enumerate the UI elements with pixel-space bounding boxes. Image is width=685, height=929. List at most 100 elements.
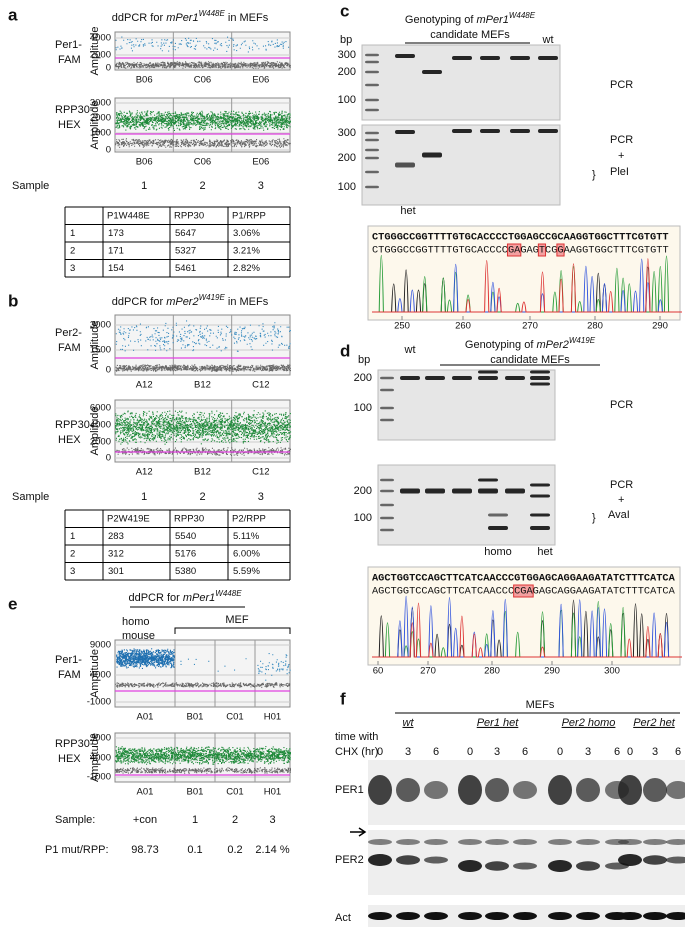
table-header: P1/RPP [232, 210, 266, 221]
assay-label: PCR [610, 479, 633, 491]
gel-band [538, 56, 558, 60]
blot-band [576, 778, 600, 802]
blot-band [618, 775, 642, 805]
sample-number: 1 [192, 814, 198, 826]
droplet-cluster [115, 36, 290, 53]
ratio-value: 2.14 % [255, 844, 289, 856]
group-label: mouse [122, 630, 155, 642]
assay-label: PCR [610, 134, 633, 146]
gel-band [380, 406, 394, 410]
table-cell: 1 [70, 531, 75, 542]
gel-band [365, 148, 379, 152]
lane-label: het [400, 205, 415, 217]
y-tick-label: 9000 [90, 640, 111, 651]
y-tick-label: 0 [106, 63, 111, 74]
well-label: A01 [137, 712, 154, 723]
gel [361, 124, 561, 206]
gel-band [478, 478, 498, 482]
table-cell: 171 [108, 245, 124, 256]
table-header: RPP30 [174, 513, 204, 524]
sample-number: 1 [141, 180, 147, 192]
gel-band [478, 376, 498, 380]
droplet-cluster [115, 410, 292, 445]
table-cell: 283 [108, 531, 124, 542]
well-label: B01 [187, 712, 204, 723]
table-cell: 3.06% [233, 228, 260, 239]
title-text: in MEFs [225, 12, 269, 24]
bracket [174, 627, 291, 634]
table-cell: 3 [70, 263, 75, 274]
blot-band [618, 839, 642, 845]
table-cell: 5.11% [233, 531, 260, 542]
position-label: 290 [652, 321, 668, 332]
axis-label: Amplitude [89, 27, 101, 76]
gene-name: mPer1 [183, 592, 215, 604]
y-tick-label: 0 [106, 453, 111, 464]
sample-number: +con [133, 814, 157, 826]
table-cell: 5647 [175, 228, 196, 239]
sample-sequence: CGA [514, 586, 533, 598]
gel-band [505, 488, 525, 494]
y-tick-label: -1000 [87, 697, 111, 708]
gel-band [530, 376, 550, 380]
table-header: P1W448E [107, 210, 150, 221]
title-text: ddPCR for [128, 592, 182, 604]
channel-label: HEX [58, 434, 81, 446]
table-header: RPP30 [174, 210, 204, 221]
panel-title: Genotyping of mPer2W419E [465, 336, 596, 351]
time-point: 6 [433, 746, 439, 758]
panel-letter: d [340, 341, 350, 360]
time-point: 6 [675, 746, 681, 758]
arrow [350, 827, 367, 837]
time-point: 0 [377, 746, 383, 758]
well-label: B12 [194, 380, 211, 391]
gel-band [380, 516, 394, 520]
table-cell: 173 [108, 228, 124, 239]
blot-label: PER2 [335, 854, 364, 866]
sample-label: Sample: [55, 814, 95, 826]
gel-band [530, 494, 550, 498]
sample-sequence: GA [508, 245, 521, 257]
time-point: 3 [494, 746, 500, 758]
position-label: 280 [587, 321, 603, 332]
table-cell: 312 [108, 548, 124, 559]
allele: W419E [199, 293, 226, 302]
gel-band [452, 129, 472, 133]
brace: } [592, 512, 596, 524]
table-cell: 3.21% [233, 245, 260, 256]
y-tick-label: 1500 [90, 345, 111, 356]
gel-band [538, 129, 558, 133]
gel-band [478, 370, 498, 374]
time-label: time with [335, 731, 378, 743]
sample-number: 3 [269, 814, 275, 826]
gel-band [365, 98, 379, 102]
gel-band [510, 129, 530, 133]
blot-band [666, 781, 685, 799]
channel-label: RPP30- [55, 738, 94, 750]
blot-band [485, 861, 509, 871]
blot-band [396, 839, 420, 845]
gel-band [425, 376, 445, 380]
sample-number: 1 [141, 491, 147, 503]
assay-label: PCR [610, 79, 633, 91]
well-label: B12 [194, 467, 211, 478]
title-text: Genotyping of [405, 14, 477, 26]
allele: W448E [509, 11, 536, 20]
droplet-cluster [115, 682, 291, 688]
sample-label: Sample [12, 180, 49, 192]
time-point: 3 [585, 746, 591, 758]
y-tick-label: 3000 [90, 98, 111, 109]
y-tick-label: 4000 [90, 670, 111, 681]
lane-label: wt [542, 34, 554, 46]
gel-band [365, 83, 379, 87]
channel-label: FAM [58, 342, 81, 354]
blot-band [485, 912, 509, 920]
gel [377, 464, 556, 546]
gel-band [365, 70, 379, 74]
sample-sequence: GAG [520, 245, 539, 257]
gel-band [380, 489, 394, 493]
ratio-value: 0.1 [187, 844, 202, 856]
blot-band [368, 839, 392, 845]
channel-label: HEX [58, 753, 81, 765]
